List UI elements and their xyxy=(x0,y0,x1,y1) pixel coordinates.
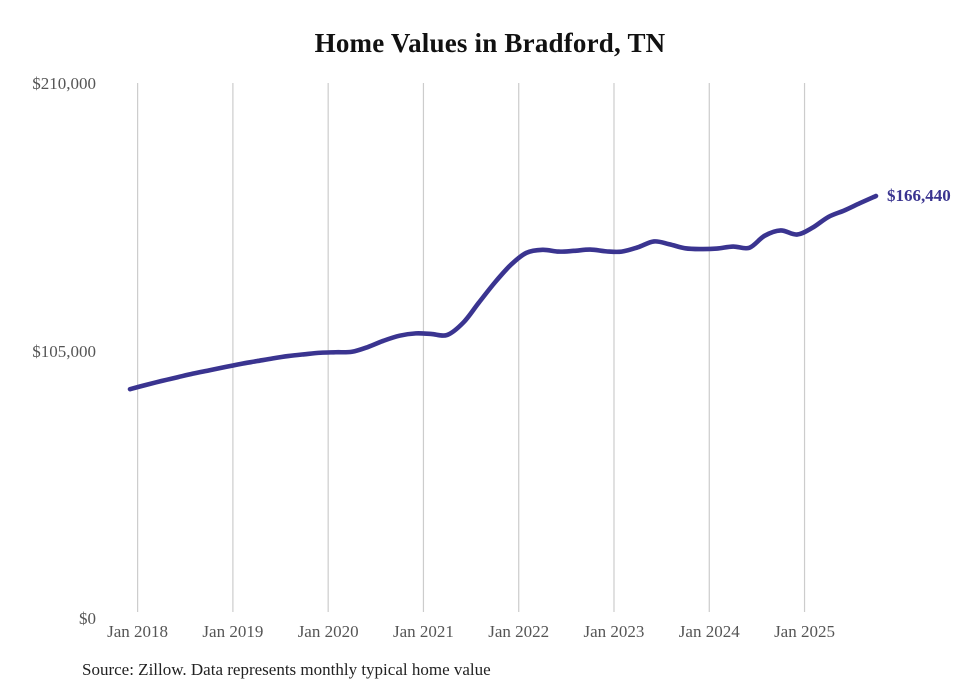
x-tick-label-jan-2021: Jan 2021 xyxy=(392,622,454,641)
x-tick-label-jan-2024: Jan 2024 xyxy=(678,622,740,641)
x-tick-label-jan-2025: Jan 2025 xyxy=(774,622,835,641)
x-tick-label-jan-2022: Jan 2022 xyxy=(488,622,550,641)
gridlines-group xyxy=(137,83,806,612)
y-tick-label-2: $0 xyxy=(79,609,96,628)
series-line-typical-home-value xyxy=(127,193,879,392)
x-tick-label-jan-2020: Jan 2020 xyxy=(297,622,359,641)
y-tick-label-0: $210,000 xyxy=(32,74,96,93)
end-value-annotation: $166,440 xyxy=(887,185,951,205)
y-tick-label-1: $105,000 xyxy=(32,341,96,361)
x-tick-label-jan-2018: Jan 2018 xyxy=(107,622,169,641)
chart-title: Home Values in Bradford, TN xyxy=(314,28,666,58)
source-note: Source: Zillow. Data represents monthly … xyxy=(82,660,491,679)
x-tick-label-jan-2023: Jan 2023 xyxy=(583,622,645,641)
x-tick-label-jan-2019: Jan 2019 xyxy=(202,622,264,641)
